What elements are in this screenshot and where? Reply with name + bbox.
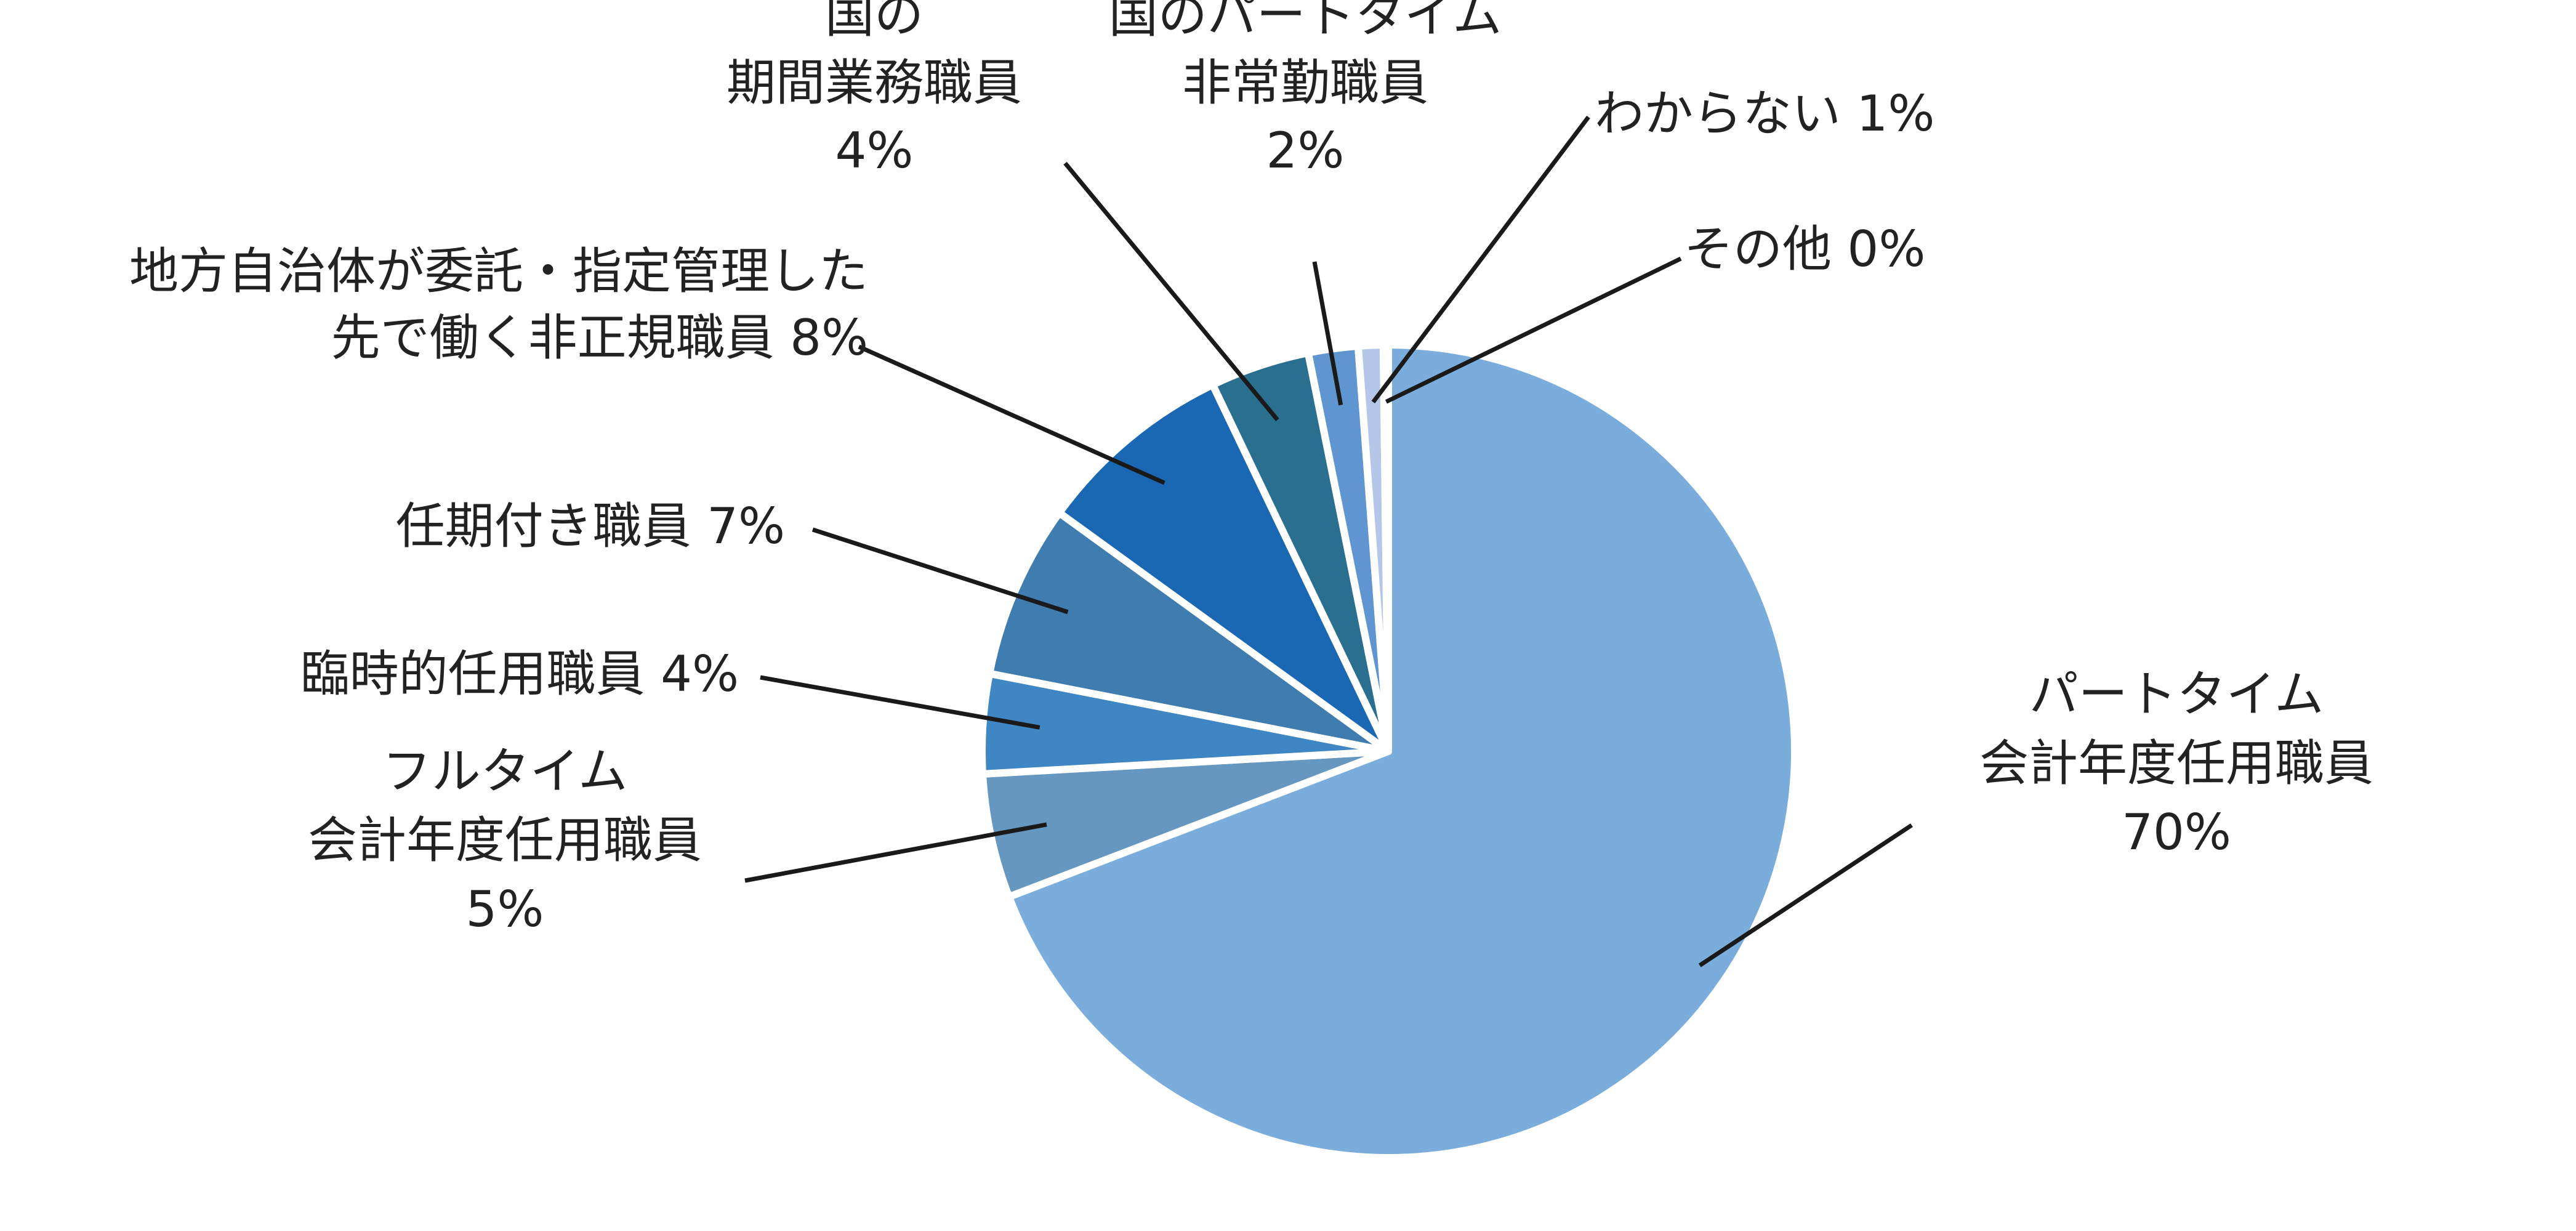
leader-line-8	[1385, 256, 1682, 404]
slices-layer	[978, 341, 1798, 1161]
leaders-layer	[744, 115, 1913, 967]
slice-label-3-line-0: 任期付き職員 7%	[396, 498, 785, 555]
slice-label-5-line-0: 国の	[825, 0, 924, 44]
slice-label-2: 臨時的任用職員 4%	[300, 645, 739, 703]
slice-label-0-line-2: 70%	[2122, 804, 2231, 861]
leader-line-7	[1371, 115, 1590, 404]
pie-slice-8	[1379, 341, 1392, 755]
slice-label-4-line-0: 地方自治体が委託・指定管理した	[129, 243, 868, 300]
slice-label-0-line-1: 会計年度任用職員	[1979, 735, 2373, 792]
slice-label-6: 国のパートタイム非常勤職員 2%	[1109, 0, 1502, 179]
slice-label-6-line-2: 2%	[1266, 122, 1345, 179]
slice-label-3: 任期付き職員 7%	[396, 498, 785, 555]
slice-label-7-line-0: わからない 1%	[1595, 85, 1934, 142]
leader-line-4	[858, 344, 1165, 485]
slice-label-5-line-2: 4%	[835, 122, 914, 179]
slice-label-1: フルタイム会計年度任用職員 5%	[308, 743, 702, 938]
slice-label-8: その他 0%	[1684, 220, 1925, 278]
slice-label-5: 国の期間業務職員 4%	[727, 0, 1022, 179]
leader-line-2	[760, 675, 1040, 730]
pie-slice-0	[1005, 341, 1798, 1161]
leader-line-5	[1063, 161, 1279, 421]
slice-label-7: わからない 1%	[1595, 85, 1934, 142]
slice-label-0: パートタイム会計年度任用職員 70%	[1979, 666, 2373, 861]
slice-label-0-line-0: パートタイム	[2029, 666, 2324, 723]
pie-slice-3	[986, 509, 1392, 755]
slice-label-4: 地方自治体が委託・指定管理した先で働く非正規職員 8%	[129, 243, 868, 366]
slice-label-6-line-1: 非常勤職員	[1182, 54, 1428, 111]
leader-line-6	[1312, 261, 1343, 406]
slice-label-4-line-1: 先で働く非正規職員 8%	[331, 309, 868, 366]
slice-label-8-line-0: その他 0%	[1684, 220, 1925, 278]
leader-line-1	[744, 822, 1047, 883]
slice-label-1-line-0: フルタイム	[382, 743, 627, 800]
slice-label-5-line-1: 期間業務職員	[727, 54, 1022, 111]
slice-label-1-line-1: 会計年度任用職員	[308, 812, 702, 869]
leader-line-3	[811, 527, 1069, 615]
pie-slice-4	[1055, 381, 1392, 755]
slice-label-2-line-0: 臨時的任用職員 4%	[300, 645, 739, 703]
slice-label-6-line-0: 国のパートタイム	[1109, 0, 1502, 44]
labels-layer: パートタイム会計年度任用職員 70%フルタイム会計年度任用職員 5%臨時的任用職員 …	[129, 0, 2373, 938]
leader-line-0	[1698, 823, 1913, 967]
slice-label-1-line-2: 5%	[466, 881, 544, 938]
